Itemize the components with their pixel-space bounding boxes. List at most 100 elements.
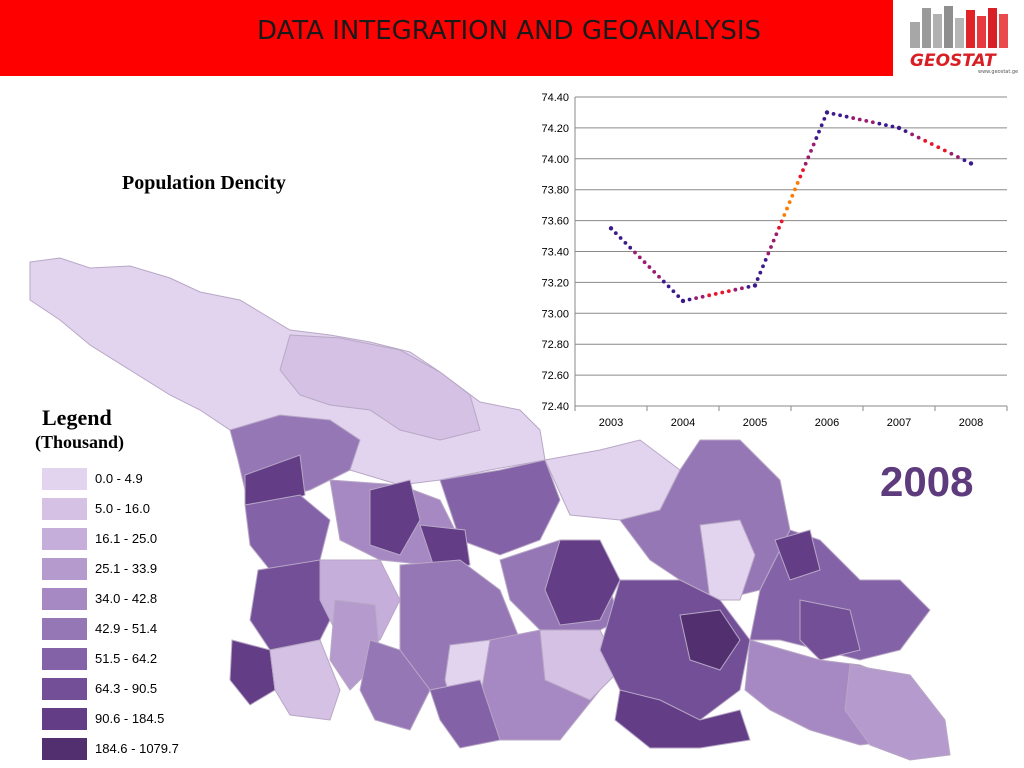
chart-grid (574, 96, 1007, 407)
series-dot (923, 138, 928, 143)
series-dot (628, 245, 633, 250)
series-dot (819, 123, 824, 128)
series-dot (700, 294, 705, 299)
series-dot (676, 294, 681, 298)
series-dot (782, 213, 787, 217)
series-dot (771, 238, 776, 243)
legend-swatch (42, 678, 87, 700)
y-tick-label: 74.40 (541, 92, 569, 104)
legend-label: 16.1 - 25.0 (95, 531, 158, 546)
data-point (680, 298, 686, 304)
y-tick-label: 73.60 (541, 216, 569, 228)
series-dot (929, 142, 934, 146)
series-dot (851, 116, 856, 120)
map-region (369, 479, 421, 556)
series-dot (942, 148, 947, 153)
series-dot (798, 174, 803, 179)
series-dot (903, 129, 908, 134)
series-dot (956, 155, 960, 159)
legend-swatch (42, 528, 87, 550)
series-dot (831, 111, 836, 116)
map-region (679, 609, 741, 671)
series-dot (755, 277, 760, 281)
life-expectancy-line-chart: 72.40 72.60 72.80 73.00 73.20 73.40 73.60 73.80… (541, 92, 1008, 429)
legend-swatch (42, 468, 87, 490)
x-tick-label: 2006 (815, 417, 839, 429)
series-dot (790, 193, 795, 198)
series-dot (795, 181, 800, 185)
series-dot (687, 297, 692, 302)
series-dot (779, 219, 784, 224)
data-point (752, 283, 758, 288)
series-dot (763, 257, 768, 262)
y-tick-label: 73.00 (541, 308, 569, 320)
series-dot (811, 142, 816, 147)
map-region (774, 529, 821, 581)
map-region (544, 539, 621, 626)
legend-label: 0.0 - 4.9 (95, 471, 143, 486)
series-dot (726, 289, 731, 294)
series-dot (761, 264, 765, 269)
series-dot (814, 136, 819, 140)
legend-label: 64.3 - 90.5 (95, 681, 158, 696)
map-region (799, 599, 861, 661)
legend-swatch (42, 648, 87, 670)
series-dot (746, 284, 751, 289)
series-dot (642, 260, 647, 265)
series-dot (785, 206, 789, 211)
logo-url: www.geostat.ge (978, 69, 1018, 75)
series-dot (637, 255, 642, 260)
georgia-population-map (29, 257, 951, 761)
y-tick-label: 72.60 (541, 370, 569, 382)
series-dot (720, 290, 725, 295)
series-dot (766, 251, 771, 256)
data-point (608, 226, 614, 231)
series-dot (817, 129, 821, 134)
series-dot (707, 293, 712, 298)
legend-label: 5.0 - 16.0 (95, 501, 150, 516)
geostat-logo-graphic: GEOSTAT www.geostat.ge (910, 6, 1018, 75)
map-year-label: 2008 (880, 458, 974, 505)
legend-title: Legend (42, 405, 112, 430)
geostat-logo: GEOSTAT www.geostat.ge (900, 0, 1024, 76)
y-tick-label: 74.00 (541, 154, 569, 166)
logo-wordmark: GEOSTAT (910, 51, 997, 71)
series-dot (661, 279, 666, 284)
map-region (229, 639, 276, 706)
series-dot (777, 225, 781, 230)
x-tick-label: 2008 (959, 417, 983, 429)
series-dot (962, 158, 967, 163)
map-region (429, 679, 501, 749)
series-dot (910, 132, 914, 137)
map-region (279, 334, 481, 441)
series-dot (733, 287, 738, 292)
series-dot (713, 292, 718, 296)
legend-swatch (42, 588, 87, 610)
series-dot (740, 286, 744, 291)
x-tick-label: 2003 (599, 417, 623, 429)
map-title: Population Dencity (122, 172, 286, 194)
series-dot (666, 284, 671, 289)
series-dot (890, 124, 895, 129)
legend-label: 42.9 - 51.4 (95, 621, 158, 636)
legend-swatch (42, 708, 87, 730)
legend-swatch (42, 738, 87, 760)
legend-label: 25.1 - 33.9 (95, 561, 158, 576)
map-region (614, 689, 751, 749)
series-dot (803, 161, 808, 166)
legend-label: 184.6 - 1079.7 (95, 741, 179, 756)
legend-swatch (42, 618, 87, 640)
chart-series-line (608, 110, 974, 304)
series-dot (870, 120, 875, 125)
series-dot (633, 250, 637, 255)
series-dot (801, 168, 805, 173)
page-title: DATA INTEGRATION AND GEOANALYSIS (256, 16, 762, 46)
series-dot (838, 113, 842, 118)
legend-label: 51.5 - 64.2 (95, 651, 158, 666)
map-region (699, 519, 756, 601)
legend-label: 34.0 - 42.8 (95, 591, 158, 606)
series-dot (774, 232, 779, 237)
chart-y-axis: 72.40 72.60 72.80 73.00 73.20 73.40 73.60 73.80… (541, 92, 569, 413)
legend-swatch (42, 498, 87, 520)
y-tick-label: 72.80 (541, 339, 569, 351)
